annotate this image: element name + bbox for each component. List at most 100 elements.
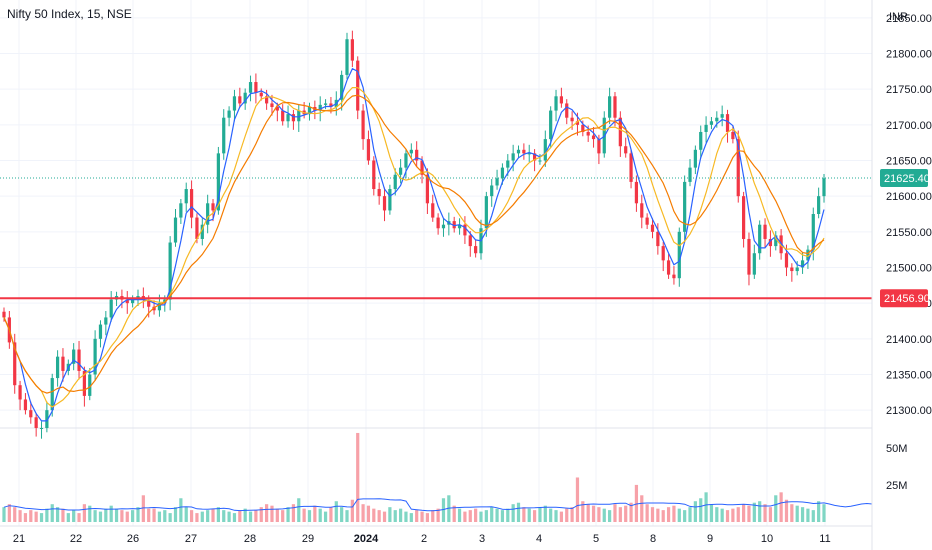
candle-body [157, 303, 162, 311]
candle-body [784, 253, 789, 268]
volume-bar [490, 507, 494, 522]
candle [109, 291, 113, 322]
candle-body [398, 167, 403, 175]
volume-bar [82, 504, 86, 522]
candle [565, 99, 569, 125]
candle-body [822, 178, 826, 197]
candle [752, 244, 756, 279]
candle [736, 130, 740, 203]
volume-bar [93, 510, 97, 522]
candle-body [184, 189, 188, 204]
volume-bar [591, 505, 596, 522]
candle-body [693, 149, 697, 168]
candle [189, 180, 194, 229]
candle-body [195, 217, 199, 239]
volume-bar [265, 504, 269, 522]
time-tick-label: 2 [421, 533, 427, 545]
price-tick-label: 21500.00 [886, 263, 932, 275]
candle [34, 413, 38, 437]
candle-body [147, 299, 151, 307]
candle [415, 141, 419, 167]
candle [608, 87, 612, 125]
volume-bar [361, 504, 365, 522]
candle-body [420, 160, 424, 175]
volume-bar [581, 501, 585, 522]
price-axis[interactable]: 21850.00 21800.00 21750.00 21700.00 21650.00… [886, 13, 932, 417]
volume-bar [822, 504, 826, 522]
price-tick-label: 21700.00 [886, 120, 932, 132]
candle [763, 218, 767, 248]
candle-body [173, 217, 178, 243]
candle [822, 174, 826, 203]
candle-body [452, 221, 456, 229]
volume-bar [141, 495, 145, 522]
candle-body [699, 131, 703, 150]
candle [490, 179, 494, 207]
candle-body [543, 139, 547, 161]
candle-body [382, 196, 387, 211]
volume-bar [768, 507, 773, 522]
candle [88, 368, 92, 401]
currency-label[interactable]: INR [889, 11, 908, 23]
candle [511, 144, 515, 172]
volume-bar [61, 508, 65, 522]
candle [398, 159, 403, 184]
candle-body [500, 167, 505, 179]
volume-bar [168, 513, 172, 522]
candle [441, 218, 446, 237]
volume-bar [136, 507, 140, 522]
candle-body [265, 96, 269, 104]
candle-body [179, 203, 183, 218]
candle [645, 213, 649, 229]
volume-axis: 50M 25M [886, 443, 907, 492]
volume-bar [323, 511, 328, 522]
candle [747, 232, 751, 286]
candle-body [549, 110, 553, 140]
time-tick-label: 21 [13, 533, 25, 545]
candle-body [131, 299, 135, 304]
volume-bar [613, 504, 617, 522]
candle [184, 182, 188, 212]
candle [23, 393, 28, 415]
volume-bar [238, 510, 242, 522]
candle-body [436, 217, 440, 229]
candle-body [377, 189, 381, 197]
volume-bar [752, 502, 756, 522]
candle [281, 104, 285, 126]
time-axis[interactable]: 21 22 26 27 28 29 2024 2 3 4 5 8 9 10 11 [13, 533, 831, 545]
candle [634, 175, 639, 212]
volume-bar [704, 492, 708, 522]
volume-bar [431, 510, 435, 522]
time-tick-label: 26 [127, 533, 139, 545]
volume-bar [672, 505, 676, 522]
candle [688, 159, 692, 187]
candle [131, 295, 135, 308]
candle-body [168, 242, 172, 300]
volume-bar [334, 501, 338, 522]
candle-body [34, 417, 38, 428]
ma-slow-line [3, 94, 825, 394]
candle-body [758, 224, 762, 254]
candle [366, 130, 371, 165]
volume-bar [195, 513, 199, 522]
candle-body [613, 96, 617, 118]
candle-body [618, 117, 622, 147]
candle-body [683, 181, 687, 232]
candle [817, 187, 821, 219]
volume-bar [125, 511, 129, 522]
candle-body [506, 160, 510, 168]
last-price-tag: 21625.40 [880, 169, 930, 188]
candle [795, 261, 799, 276]
candle [666, 253, 671, 279]
volume-bar [661, 510, 665, 522]
candle [522, 143, 526, 160]
candle [693, 145, 697, 175]
candle-body [709, 121, 714, 125]
volume-bar [77, 513, 81, 522]
volume-bar [645, 504, 649, 522]
candle-body [661, 246, 665, 261]
candle [77, 340, 81, 380]
candle-body [200, 224, 204, 239]
candle [227, 106, 231, 127]
